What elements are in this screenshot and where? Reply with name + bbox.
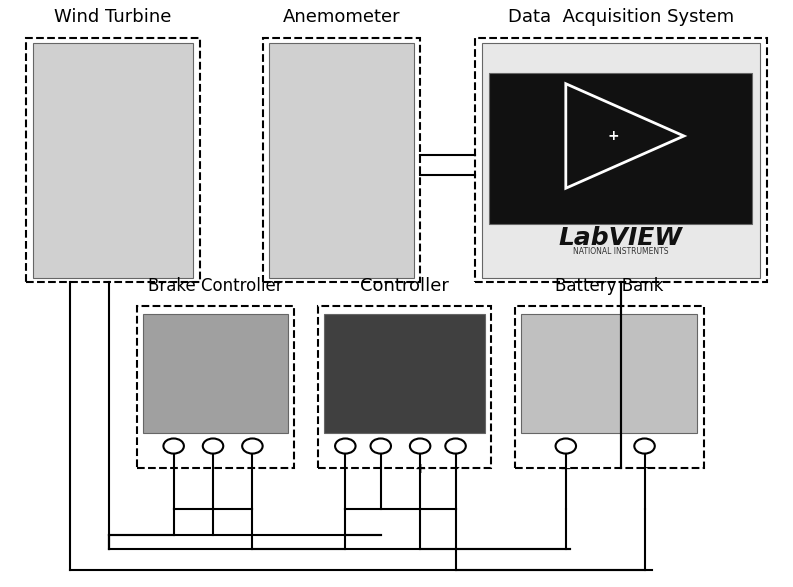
Circle shape [242,438,262,454]
Circle shape [634,438,655,454]
Circle shape [335,438,355,454]
Text: Anemometer: Anemometer [282,8,400,26]
Circle shape [163,438,184,454]
Bar [33,43,193,278]
Text: Controller: Controller [360,277,449,295]
Text: Battery Bank: Battery Bank [555,277,664,295]
Text: –: – [641,463,648,476]
Bar [475,38,767,282]
Text: Brake Controller: Brake Controller [148,277,282,295]
Circle shape [556,438,576,454]
Circle shape [370,438,391,454]
Bar [521,314,697,433]
Bar [136,305,294,468]
Circle shape [410,438,431,454]
Bar [262,38,420,282]
Bar [481,43,760,278]
Circle shape [203,438,224,454]
Text: +: + [560,463,572,476]
Bar [26,38,200,282]
Bar [489,73,753,224]
Text: –: – [452,463,459,476]
Text: +: + [607,129,619,143]
Bar [143,314,288,433]
Text: Data  Acquisition System: Data Acquisition System [508,8,734,26]
Bar [515,305,703,468]
Circle shape [446,438,465,454]
Text: +: + [414,463,426,476]
Text: Wind Turbine: Wind Turbine [55,8,172,26]
Bar [269,43,414,278]
Bar [318,305,491,468]
Text: LabVIEW: LabVIEW [559,227,683,251]
Bar [324,314,485,433]
Text: NATIONAL INSTRUMENTS: NATIONAL INSTRUMENTS [573,247,668,256]
